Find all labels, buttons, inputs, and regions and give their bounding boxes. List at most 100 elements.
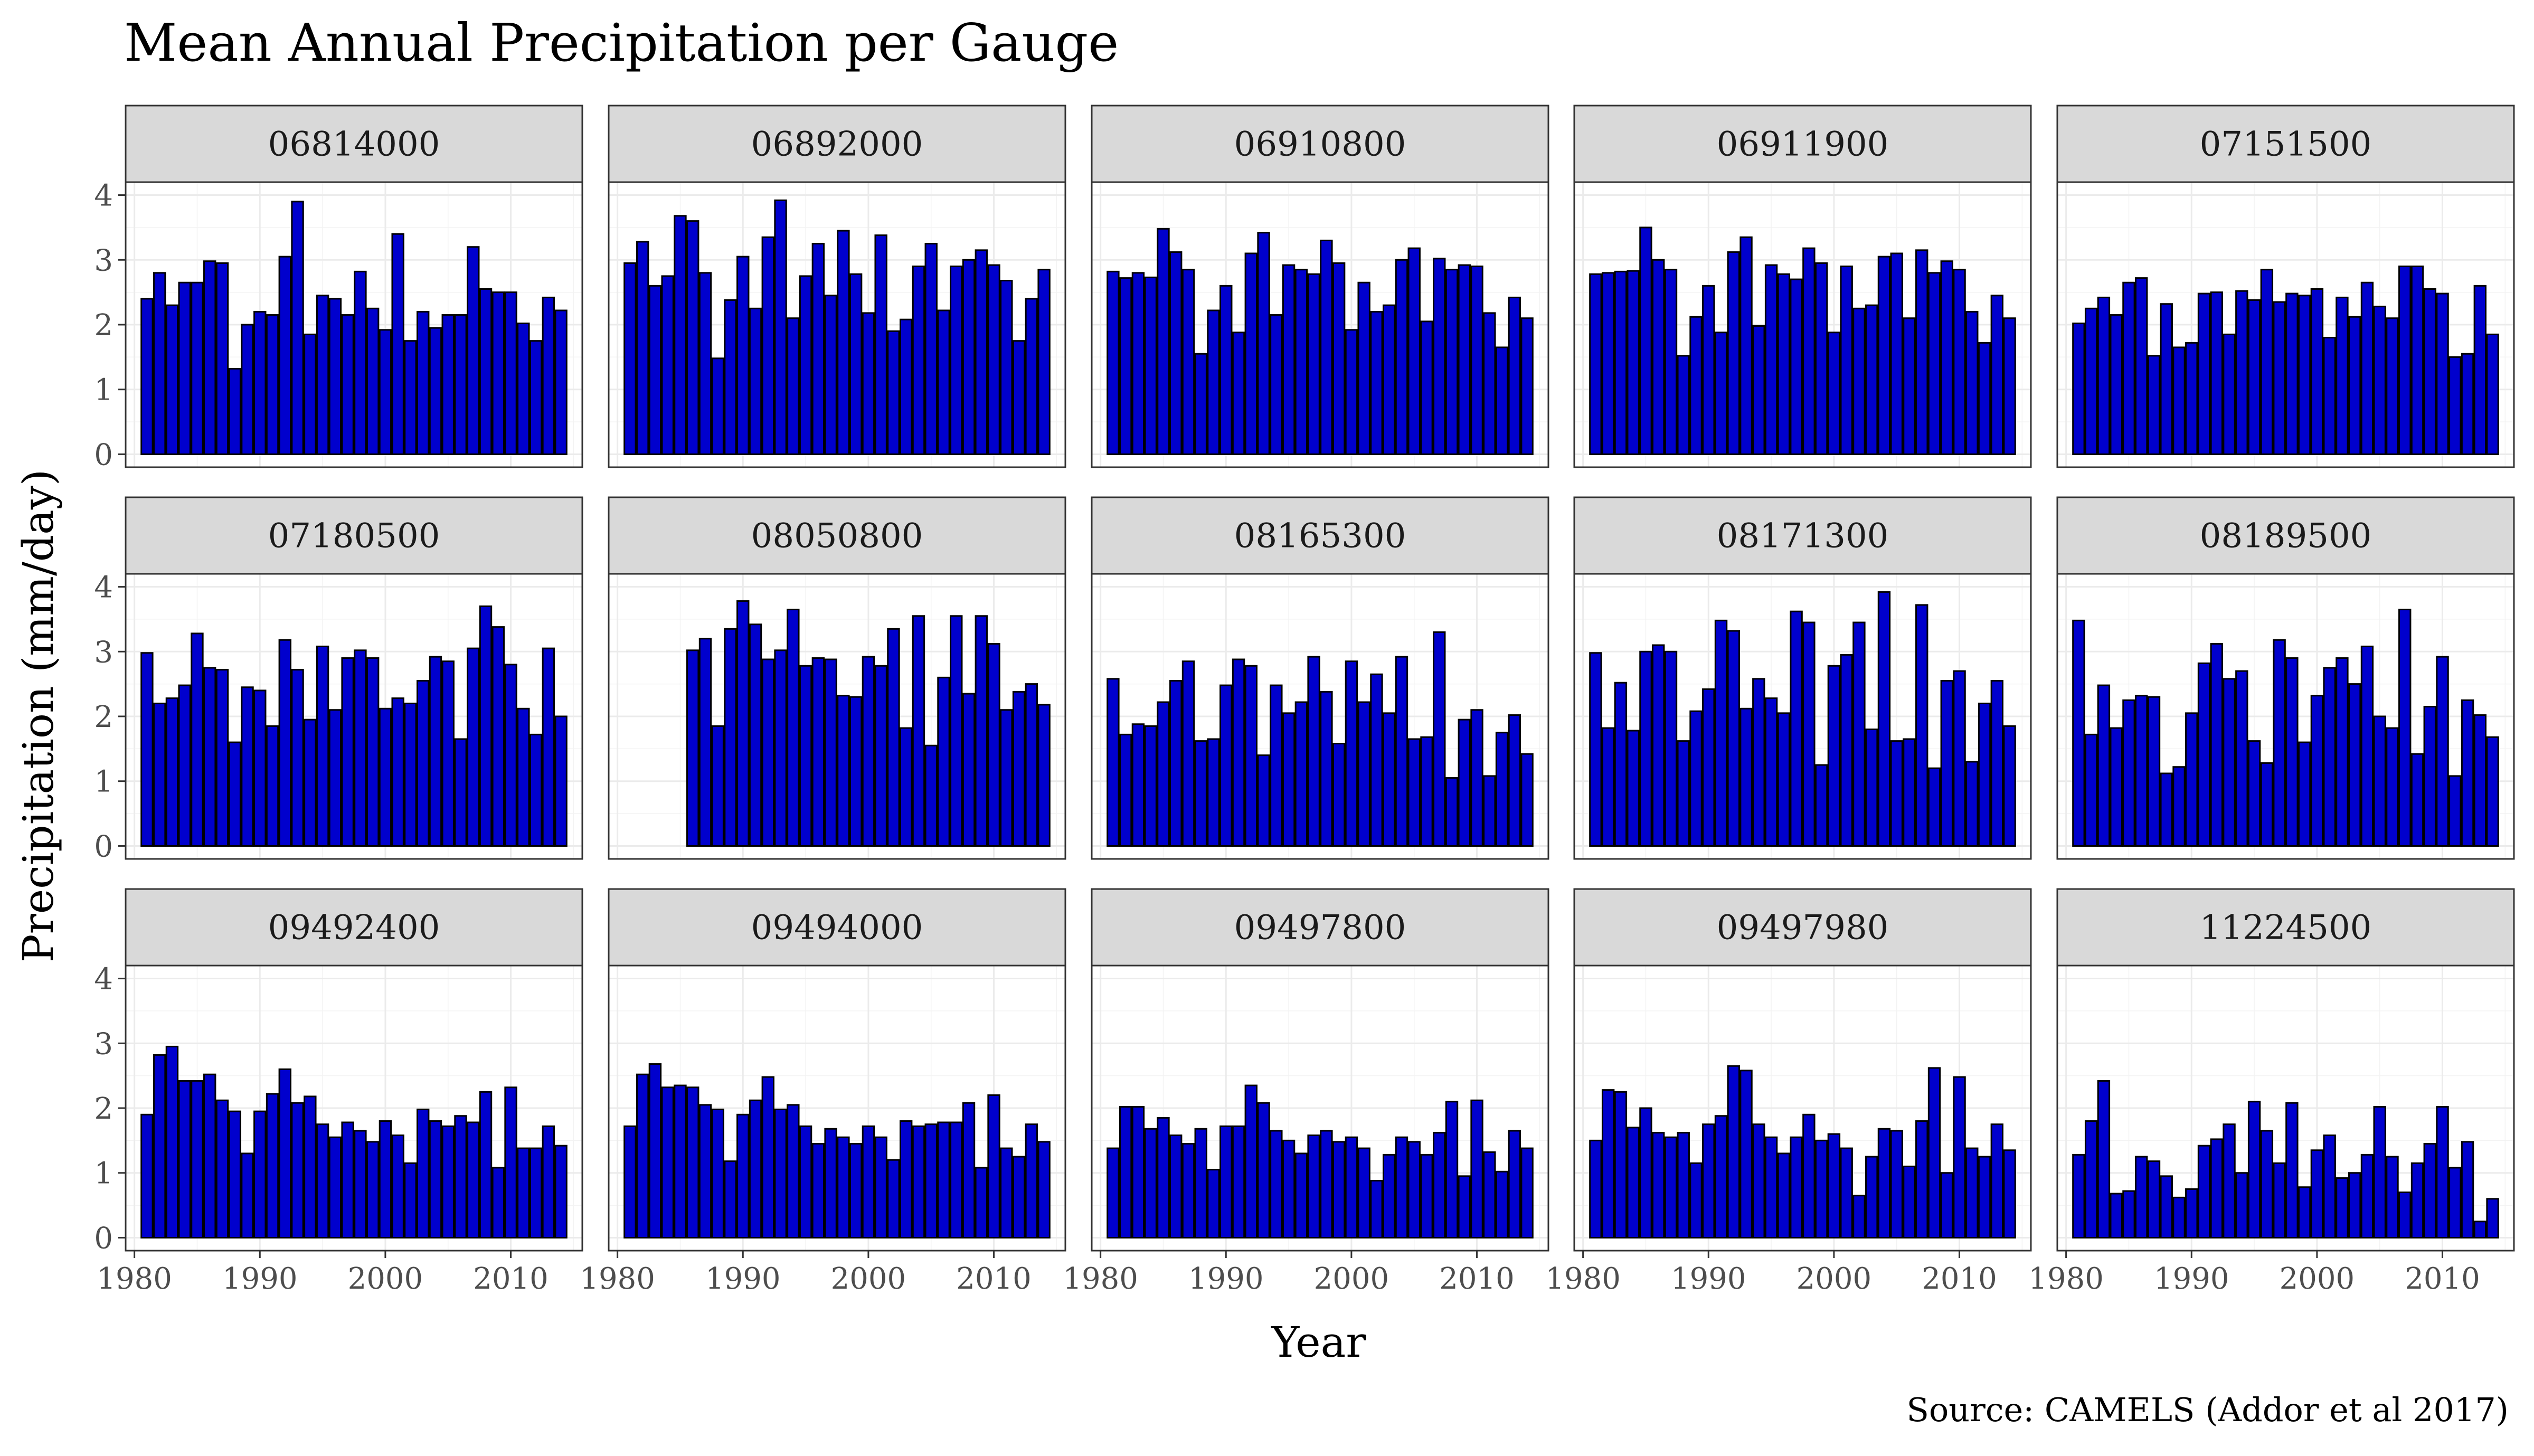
bar-07151500-1995 [2247,299,2261,455]
bar-08171300-2012 [1978,702,1991,847]
bar-11224500-1987 [2147,1160,2161,1238]
bar-06892000-1982 [636,241,649,455]
bar-06814000-1995 [316,295,329,455]
bar-06814000-1986 [203,260,216,455]
bar-11224500-1991 [2197,1145,2211,1238]
bar-08165300-2012 [1495,732,1509,847]
facet-panel-08165300: 08165300 [1091,496,1549,860]
bar-06814000-1994 [304,333,317,455]
y-tick-label: 0 [94,1221,113,1255]
bar-09497980-1987 [1664,1136,1678,1238]
bar-06911900-2006 [1903,317,1916,455]
bar-08165300-1997 [1307,656,1320,847]
facet-label: 08050800 [751,517,923,556]
bar-09497980-2001 [1840,1147,1853,1238]
bar-08050800-2001 [874,665,887,847]
bar-08050800-2012 [1012,691,1026,847]
bar-09497980-1988 [1677,1132,1690,1238]
bar-06814000-1981 [140,298,154,455]
bar-06910800-2011 [1483,312,1496,455]
bar-09497980-2011 [1965,1147,1979,1238]
bar-09497800-1994 [1270,1130,1283,1238]
bar-06910800-1990 [1219,285,1233,455]
y-tick-label: 2 [94,700,113,734]
bar-08165300-1991 [1232,658,1245,847]
bar-08165300-2007 [1433,631,1446,847]
x-tick-label: 2010 [1439,1262,1515,1296]
bar-09492400-1984 [178,1080,191,1238]
bar-06911900-2009 [1940,260,1953,455]
bar-11224500-2009 [2423,1143,2436,1238]
bar-09492400-2009 [491,1167,505,1238]
chart-caption: Source: CAMELS (Addor et al 2017) [1907,1391,2509,1429]
panel-border [1091,573,1549,860]
bar-07180500-2006 [454,738,467,847]
bar-09494000-2004 [912,1125,925,1238]
bar-08165300-2004 [1395,656,1408,847]
facet-strip [1091,888,1549,967]
bar-07151500-2011 [2448,356,2462,455]
bar-08050800-2014 [1037,704,1051,847]
bar-07151500-1987 [2147,355,2161,455]
bar-06814000-1985 [191,281,204,455]
bar-06892000-2007 [950,266,963,455]
bar-08050800-1998 [837,695,850,847]
bar-08171300-1985 [1639,650,1652,847]
bar-08189500-2012 [2461,699,2474,847]
bar-08189500-2014 [2486,736,2499,847]
bar-06910800-1998 [1320,239,1333,455]
bar-09494000-1997 [824,1128,837,1238]
bar-11224500-2008 [2410,1162,2424,1238]
bar-08050800-2004 [912,615,925,847]
bar-06911900-2013 [1990,295,2004,455]
bar-08171300-1986 [1652,644,1665,847]
bar-09497800-1984 [1144,1128,1157,1238]
bar-08050800-2005 [924,744,938,847]
bar-09497800-2004 [1395,1136,1408,1238]
bar-08171300-1991 [1714,619,1728,847]
bar-06911900-1982 [1601,272,1615,455]
bar-08165300-1988 [1194,740,1207,847]
bar-08189500-1984 [2110,727,2123,847]
bar-09497980-1993 [1739,1070,1753,1238]
bar-06814000-2006 [454,314,467,455]
bar-08050800-1986 [686,649,699,847]
bar-08171300-1984 [1627,730,1640,847]
bar-09492400-1982 [153,1054,166,1238]
bar-09492400-2006 [454,1115,467,1238]
bar-09492400-1995 [316,1123,329,1238]
bar-09497800-1995 [1282,1139,1296,1238]
bar-09492400-1996 [328,1136,342,1238]
x-tick-label: 2010 [1922,1262,1997,1296]
bar-09492400-1983 [165,1045,179,1238]
bar-09494000-2001 [874,1136,887,1238]
bar-08165300-2001 [1357,701,1370,847]
bar-09497800-2006 [1420,1154,1433,1238]
bar-06814000-2003 [417,310,430,455]
bar-06910800-1985 [1157,228,1170,455]
bar-09494000-1982 [636,1073,649,1238]
bar-08165300-1990 [1219,684,1233,847]
bar-06911900-1985 [1639,226,1652,455]
bar-09494000-2003 [900,1120,913,1238]
bar-07180500-2012 [529,733,543,847]
bar-06911900-1998 [1802,247,1816,455]
y-tick-label: 1 [94,373,113,408]
bar-08165300-1998 [1320,691,1333,847]
bar-08050800-1997 [824,658,837,847]
bar-06911900-2005 [1890,252,1903,455]
facet-strip [608,105,1066,183]
bar-07180500-1983 [165,697,179,847]
bar-06814000-1988 [228,367,241,455]
facet-panel-06910800: 06910800 [1091,105,1549,468]
bar-07151500-2009 [2423,288,2436,455]
bar-06814000-2012 [529,340,543,455]
bar-07151500-2007 [2398,266,2412,455]
bar-07180500-2009 [491,626,505,847]
bar-07180500-1999 [366,657,380,847]
bar-06892000-2013 [1025,298,1038,455]
bar-09492400-1997 [341,1121,354,1238]
bar-06892000-2006 [937,309,950,455]
bar-08050800-2000 [862,656,875,847]
bar-09492400-2003 [417,1108,430,1238]
